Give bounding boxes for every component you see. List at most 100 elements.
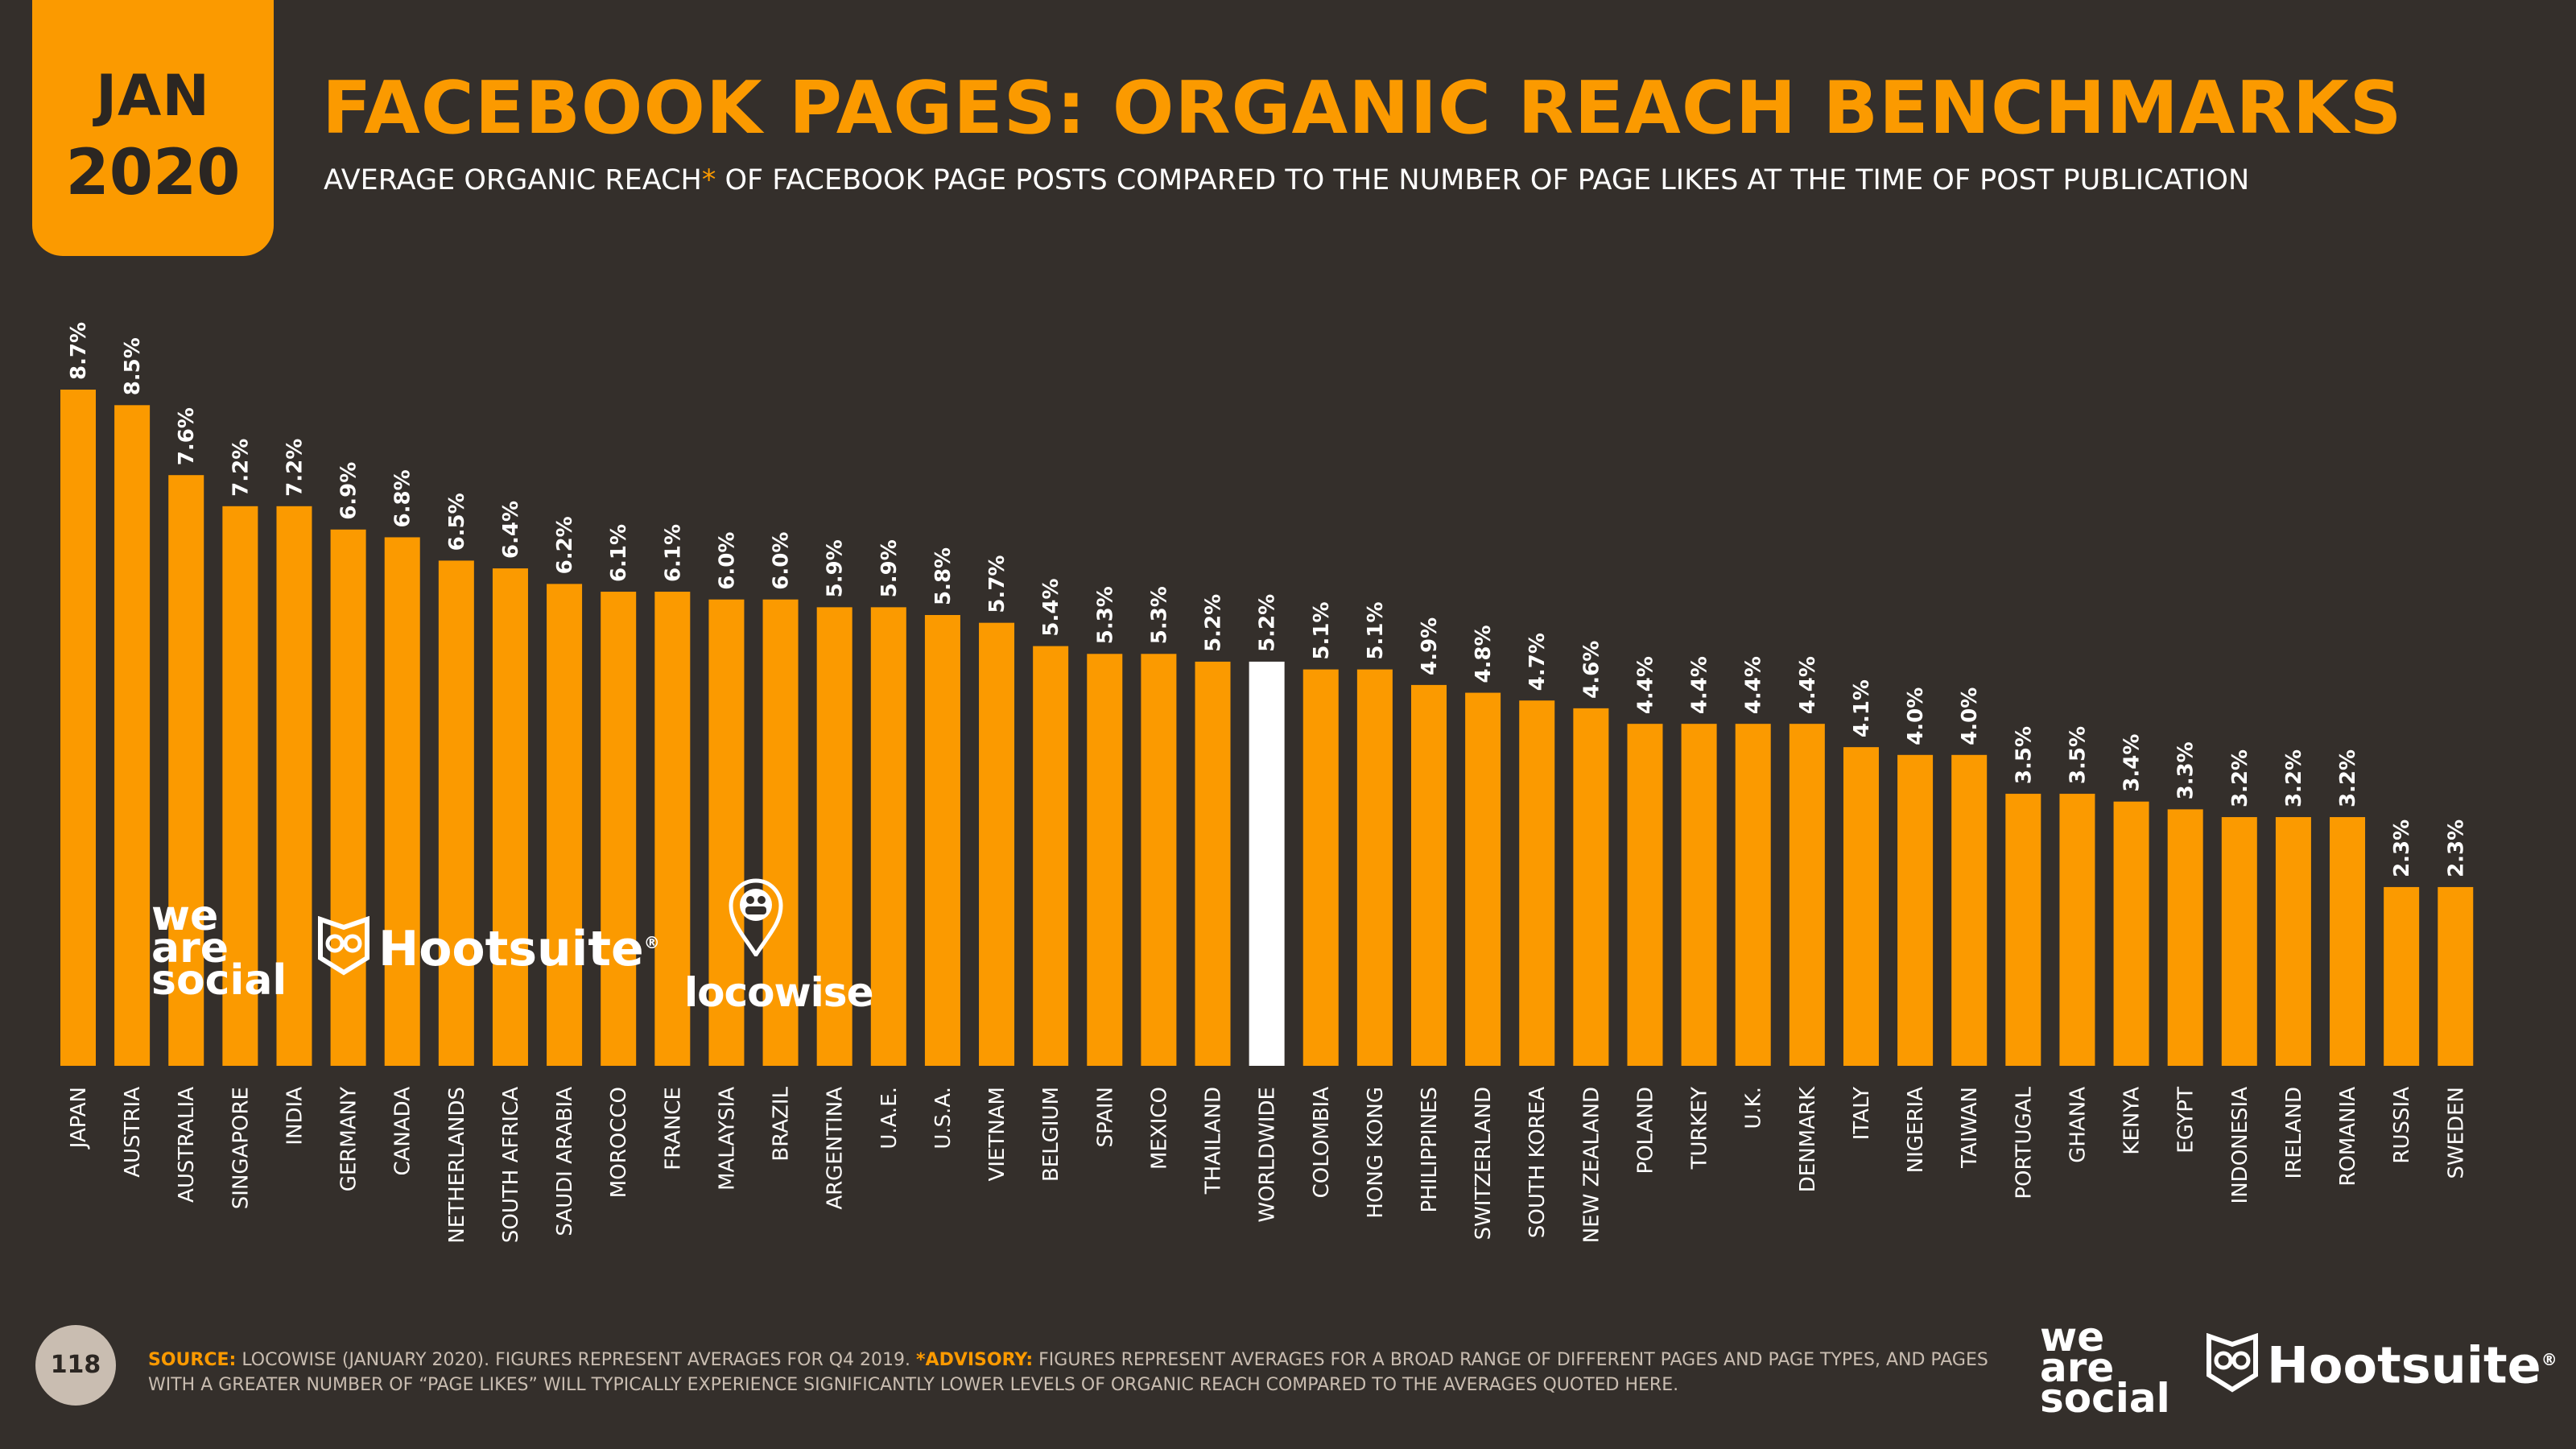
bar [2330,817,2366,1066]
category-label: JAPAN [67,1087,91,1150]
category-label: MEXICO [1147,1087,1171,1170]
advisory-text: FIGURES REPRESENT AVERAGES FOR A BROAD R… [148,1350,1988,1395]
bar-value-label: 5.1% [1364,601,1388,659]
category-label: THAILAND [1202,1087,1226,1195]
bar [330,529,366,1066]
badge-year: 2020 [65,137,241,209]
bar [1789,724,1825,1066]
bar-value-label: 4.8% [1472,625,1496,683]
bar-value-label: 6.2% [553,516,577,574]
hootsuite-logo: Hootsuite® [317,915,660,988]
bar [2167,809,2203,1066]
category-label: INDONESIA [2228,1087,2252,1204]
hootsuite-wordmark: Hootsuite [2267,1335,2541,1395]
category-label: TURKEY [1688,1087,1712,1170]
bar [2275,817,2311,1066]
bar-value-label: 5.2% [1202,594,1226,652]
registered-mark: ® [2541,1349,2557,1369]
category-label: GERMANY [337,1087,361,1191]
bar-value-label: 3.5% [2012,726,2036,784]
bar [1195,661,1231,1066]
source-text: LOCOWISE (JANUARY 2020). FIGURES REPRESE… [236,1350,917,1370]
bar-value-label: 6.5% [445,493,469,551]
owl-icon [2206,1332,2259,1405]
bar-value-label: 4.4% [1688,656,1712,714]
badge-month: JAN [96,63,210,129]
bar-value-label: 4.0% [1904,687,1928,745]
category-label: MALAYSIA [715,1087,739,1191]
bar [492,568,528,1066]
bar-value-label: 4.6% [1579,641,1604,699]
locowise-wordmark: locowise [684,969,873,1016]
category-label: ROMANIA [2336,1087,2360,1187]
page-title: FACEBOOK PAGES: ORGANIC REACH BENCHMARKS [322,66,2403,151]
page-subtitle: AVERAGE ORGANIC REACH* OF FACEBOOK PAGE … [324,164,2249,196]
category-label: NIGERIA [1904,1087,1928,1173]
bar [654,592,691,1066]
page-number: 118 [35,1325,116,1406]
logo-word: social [2040,1375,2170,1422]
bar [1033,646,1069,1066]
category-label: KENYA [2120,1087,2145,1155]
bar-value-label: 7.2% [283,439,307,497]
bar-value-label: 5.3% [1147,586,1171,644]
category-label: SINGAPORE [229,1087,253,1209]
date-badge: JAN 2020 [32,0,274,256]
bar [2005,794,2041,1066]
logo-word: we [151,892,219,940]
footer-we-are-social-logo: we are social [2040,1317,2170,1422]
bar-value-label: 6.9% [337,462,361,520]
bar [762,599,799,1066]
subtitle-asterisk: * [701,164,716,196]
bar [1951,754,1988,1066]
bar [2438,886,2474,1066]
bar-value-label: 8.5% [121,337,145,395]
bar [222,506,258,1066]
bar-value-label: 5.7% [985,555,1009,613]
category-label: FRANCE [661,1087,685,1170]
category-label: ARGENTINA [824,1087,848,1210]
bar [1681,724,1717,1066]
bar [60,390,96,1066]
bar-value-label: 2.3% [2390,819,2414,877]
bar-value-label: 4.4% [1742,656,1766,714]
bar-value-label: 5.8% [931,547,956,605]
bar [1627,724,1663,1066]
logo-word: social [151,956,287,1005]
owl-icon [317,915,370,988]
logo-word: are [151,924,229,972]
category-label: ITALY [1850,1087,1874,1140]
category-label: DENMARK [1796,1086,1820,1192]
bar-value-label: 6.1% [607,524,631,582]
bar-value-label: 3.2% [2336,749,2360,807]
bar [1141,654,1177,1066]
bar-value-label: 4.7% [1525,633,1550,691]
bar [1735,724,1771,1066]
category-label: U.K. [1742,1087,1766,1129]
bar [114,405,151,1067]
bar-value-label: 4.4% [1633,656,1657,714]
category-label: RUSSIA [2390,1087,2414,1164]
subtitle-text-rest: OF FACEBOOK PAGE POSTS COMPARED TO THE N… [716,164,2250,196]
bar-value-label: 3.3% [2174,741,2198,799]
bar-value-label: 7.2% [229,439,253,497]
category-label: BRAZIL [770,1086,794,1161]
category-label: NEW ZEALAND [1579,1087,1604,1243]
category-label: AUSTRALIA [175,1087,199,1203]
bar [2113,801,2149,1066]
subtitle-text: AVERAGE ORGANIC REACH [324,164,702,196]
bar [1411,684,1447,1066]
bar [924,615,960,1066]
category-label: NETHERLANDS [445,1087,469,1244]
bar [168,475,204,1066]
bar-value-label: 6.1% [661,524,685,582]
bar-value-label: 8.7% [67,322,91,380]
bar [384,537,420,1066]
bar-value-label: 2.3% [2444,819,2468,877]
bar-value-label: 7.6% [175,407,199,465]
bar [1519,700,1555,1066]
bar-value-label: 4.1% [1850,679,1874,737]
bar [1302,669,1339,1066]
bar [2221,817,2257,1066]
